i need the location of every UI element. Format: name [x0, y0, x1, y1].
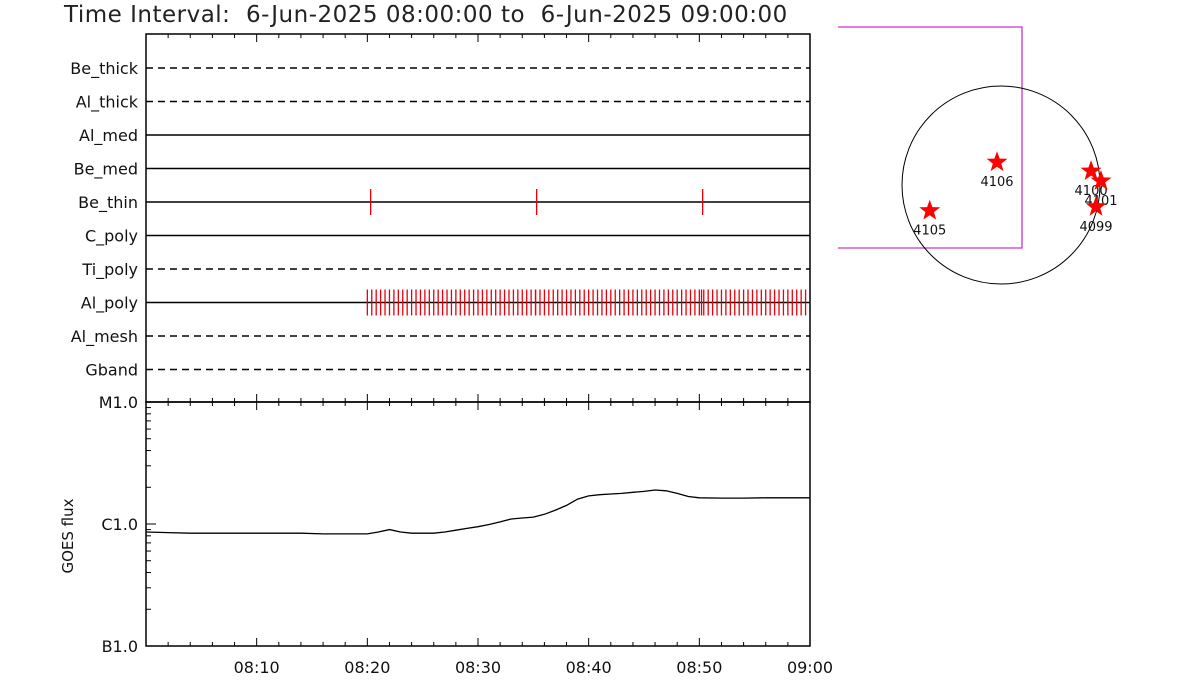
goes-x-tick-label: 08:50 [676, 658, 722, 677]
goes-y-axis-label: GOES flux [59, 498, 77, 573]
goes-flux-series-line [145, 489, 810, 535]
goes-x-tick-label: 08:40 [566, 658, 612, 677]
active-region-label: 4106 [980, 175, 1013, 190]
filter-label: Be_thin [78, 193, 138, 213]
active-region-star-icon [919, 199, 941, 220]
active-region-star-icon [1085, 195, 1107, 216]
active-region-star-icon [1090, 170, 1112, 190]
goes-y-tick-label: C1.0 [101, 515, 138, 534]
goes-x-tick-label: 09:00 [787, 658, 833, 677]
active-region-star-icon [1080, 160, 1102, 180]
filter-label: Ti_poly [81, 260, 138, 280]
active-region-label: 4099 [1079, 220, 1112, 235]
filter-panel-frame [145, 33, 811, 403]
time-interval-title: Time Interval: 6-Jun-2025 08:00:00 to 6-… [64, 2, 788, 28]
filter-label: Al_thick [76, 93, 139, 113]
active-region-star-icon [986, 151, 1008, 172]
filter-label: C_poly [85, 227, 138, 247]
filter-label: Al_med [79, 126, 138, 146]
filter-label: Al_poly [81, 294, 138, 314]
filter-label: Be_med [74, 160, 138, 180]
goes-x-tick-label: 08:10 [234, 658, 280, 677]
active-region-label: 4105 [913, 224, 946, 239]
active-region-label: 4100 [1075, 184, 1108, 199]
filter-label: Al_mesh [71, 327, 138, 347]
goes-x-tick-label: 08:30 [455, 658, 501, 677]
goes-x-tick-label: 08:20 [344, 658, 390, 677]
filter-panel: Be_thick Al_thick Al_med Be_med Be_thin C_pol… [70, 33, 811, 403]
field-of-view-box [838, 26, 1023, 249]
goes-flux-panel: 08:10 08:20 08:30 08:40 08:50 09:00 M1.0 C1.0 B1… [59, 393, 833, 677]
goes-panel-frame [145, 401, 811, 647]
filter-label: Be_thick [70, 59, 138, 79]
goes-y-tick-label: M1.0 [99, 393, 138, 412]
filter-label: Gband [85, 361, 138, 380]
goes-y-tick-label: B1.0 [102, 637, 138, 656]
